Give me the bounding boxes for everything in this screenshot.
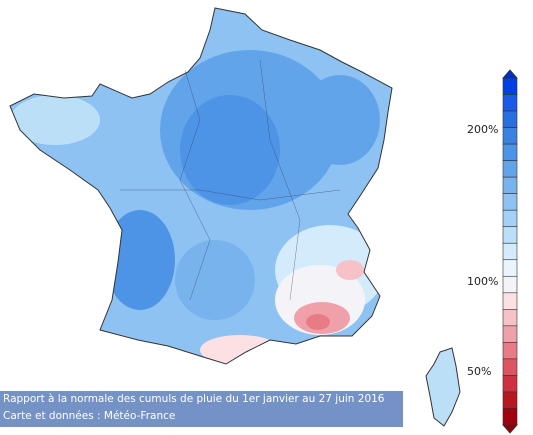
- colorbar-cell: [502, 358, 518, 376]
- colorbar-cell: [502, 275, 518, 294]
- colorbar-cell: [502, 226, 518, 244]
- colorbar-cell: [502, 143, 518, 161]
- colorbar-cell: [502, 193, 518, 211]
- corsica: [425, 347, 461, 427]
- colorbar-cell: [502, 408, 518, 426]
- colorbar-arrow: [502, 69, 518, 79]
- colorbar-cell: [502, 127, 518, 145]
- colorbar-cell: [502, 309, 518, 327]
- colorbar-cell: [502, 259, 518, 277]
- legend-label: 50%: [467, 365, 491, 378]
- caption-line: Carte et données : Météo-France: [3, 410, 176, 422]
- caption: Rapport à la normale des cumuls de pluie…: [0, 391, 403, 427]
- legend-label: 200%: [467, 123, 498, 136]
- caption-line: Rapport à la normale des cumuls de pluie…: [3, 393, 385, 405]
- colorbar-cell: [502, 391, 518, 409]
- rain-field: [10, 8, 392, 364]
- colorbar-cell: [502, 342, 518, 360]
- colorbar: [502, 69, 518, 434]
- boundaries: [120, 59, 341, 301]
- colorbar-cell: [502, 325, 518, 343]
- colorbar-cell: [502, 77, 518, 95]
- colorbar-cell: [502, 292, 518, 310]
- colorbar-cell: [502, 242, 518, 261]
- colorbar-cell: [502, 160, 518, 178]
- legend-label: 100%: [467, 275, 498, 288]
- colorbar-cell: [502, 94, 518, 112]
- colorbar-arrow: [502, 424, 518, 434]
- colorbar-cell: [502, 209, 518, 228]
- colorbar-cell: [502, 375, 518, 393]
- colorbar-cell: [502, 176, 518, 194]
- colorbar-cell: [502, 110, 518, 128]
